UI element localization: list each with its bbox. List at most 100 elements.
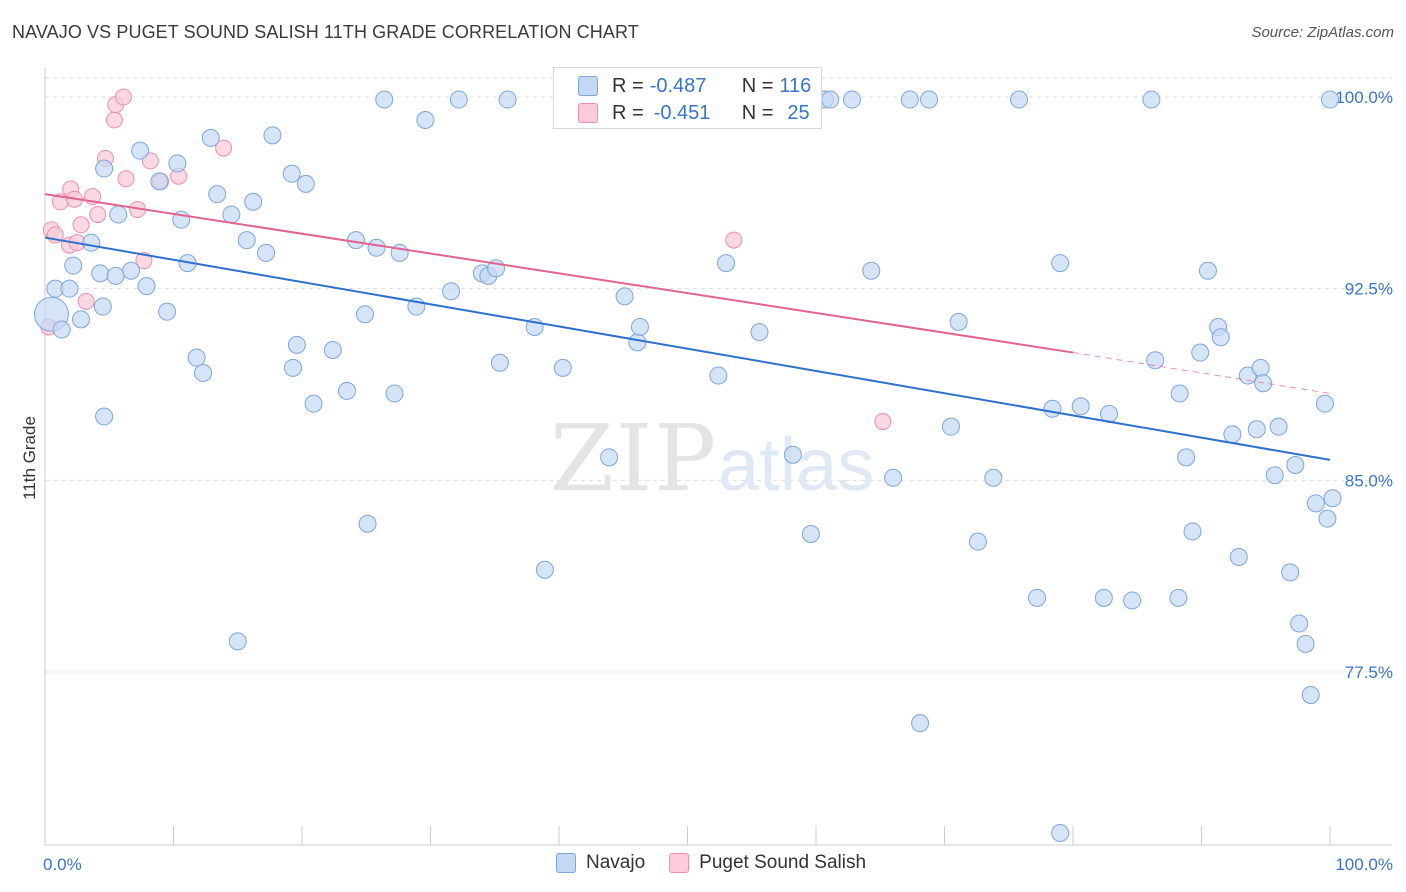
navajo-point[interactable] (282, 164, 301, 183)
navajo-point[interactable] (346, 231, 365, 250)
navajo-point[interactable] (750, 323, 769, 342)
navajo-point[interactable] (984, 468, 1003, 487)
navajo-point[interactable] (244, 192, 263, 211)
navajo-point[interactable] (1094, 588, 1113, 607)
navajo-point[interactable] (208, 185, 227, 204)
navajo-point[interactable] (82, 233, 101, 252)
navajo-point[interactable] (1191, 343, 1210, 362)
navajo-point[interactable] (1229, 548, 1248, 566)
navajo-point[interactable] (900, 90, 919, 109)
navajo-point[interactable] (187, 348, 206, 367)
navajo-point[interactable] (801, 525, 820, 543)
navajo-point[interactable] (222, 205, 241, 224)
salish-point[interactable] (874, 413, 892, 431)
navajo-point[interactable] (920, 90, 939, 109)
navajo-point[interactable] (498, 90, 517, 109)
legend-item-puget-sound-salish[interactable]: Puget Sound Salish (669, 852, 866, 874)
navajo-point[interactable] (375, 90, 394, 109)
navajo-point[interactable] (1265, 466, 1284, 485)
navajo-point[interactable] (1323, 489, 1342, 508)
navajo-point[interactable] (1301, 686, 1320, 704)
navajo-point[interactable] (1198, 261, 1217, 280)
navajo-point[interactable] (304, 394, 323, 413)
navajo-point[interactable] (1290, 614, 1309, 633)
salish-point[interactable] (135, 252, 153, 270)
legend-item-navajo[interactable]: Navajo (556, 852, 645, 874)
navajo-point[interactable] (284, 358, 303, 377)
salish-point[interactable] (72, 216, 90, 234)
navajo-point[interactable] (1296, 634, 1315, 653)
salish-point[interactable] (215, 139, 233, 157)
navajo-point[interactable] (168, 154, 187, 173)
navajo-point[interactable] (95, 159, 114, 178)
navajo-point[interactable] (109, 205, 128, 224)
salish-point[interactable] (89, 206, 107, 224)
navajo-point[interactable] (1318, 509, 1337, 528)
salish-point[interactable] (105, 111, 123, 129)
navajo-point[interactable] (1071, 397, 1090, 416)
navajo-point[interactable] (158, 302, 177, 321)
navajo-point[interactable] (1123, 591, 1142, 610)
navajo-point[interactable] (949, 312, 968, 331)
navajo-point[interactable] (1177, 448, 1196, 467)
navajo-point[interactable] (93, 297, 112, 316)
navajo-point[interactable] (137, 277, 156, 296)
navajo-point[interactable] (385, 384, 404, 403)
navajo-point[interactable] (1286, 456, 1305, 474)
navajo-point[interactable] (1269, 417, 1288, 436)
navajo-point[interactable] (442, 282, 461, 301)
navajo-point[interactable] (416, 111, 435, 129)
navajo-point[interactable] (201, 128, 220, 147)
navajo-point[interactable] (1281, 563, 1300, 582)
navajo-point[interactable] (95, 407, 114, 426)
navajo-point[interactable] (237, 231, 256, 250)
navajo-point[interactable] (71, 310, 90, 329)
navajo-point[interactable] (131, 141, 150, 160)
navajo-point[interactable] (1183, 522, 1202, 541)
navajo-point[interactable] (911, 714, 930, 733)
navajo-point[interactable] (323, 341, 342, 359)
navajo-point[interactable] (717, 254, 736, 273)
navajo-point[interactable] (64, 256, 83, 275)
navajo-point[interactable] (941, 417, 960, 436)
navajo-point[interactable] (449, 90, 468, 109)
navajo-point[interactable] (287, 335, 306, 354)
navajo-point[interactable] (968, 532, 987, 551)
navajo-point[interactable] (535, 560, 554, 579)
navajo-point[interactable] (106, 266, 125, 285)
navajo-point[interactable] (1043, 399, 1062, 418)
navajo-point[interactable] (337, 381, 356, 400)
navajo-point[interactable] (1247, 420, 1266, 439)
navajo-point[interactable] (1169, 588, 1188, 607)
navajo-point[interactable] (1223, 425, 1242, 444)
navajo-point[interactable] (884, 468, 903, 487)
navajo-point[interactable] (709, 366, 728, 385)
navajo-point[interactable] (1211, 328, 1230, 347)
navajo-point[interactable] (355, 305, 374, 324)
navajo-point[interactable] (150, 172, 169, 191)
navajo-point[interactable] (783, 445, 802, 464)
navajo-point[interactable] (1315, 394, 1334, 413)
navajo-point[interactable] (821, 90, 840, 109)
navajo-point[interactable] (52, 320, 71, 339)
navajo-point[interactable] (600, 448, 619, 467)
salish-point[interactable] (725, 231, 743, 249)
navajo-point[interactable] (1142, 90, 1161, 109)
salish-point[interactable] (77, 292, 95, 310)
navajo-point[interactable] (91, 264, 110, 283)
navajo-point[interactable] (194, 364, 213, 382)
navajo-point[interactable] (615, 287, 634, 306)
navajo-point[interactable] (1028, 588, 1047, 607)
navajo-point[interactable] (257, 243, 276, 262)
navajo-point[interactable] (1251, 358, 1270, 377)
navajo-point[interactable] (367, 238, 386, 257)
navajo-point[interactable] (296, 174, 315, 193)
salish-point[interactable] (114, 88, 132, 106)
navajo-point[interactable] (122, 261, 141, 280)
navajo-point[interactable] (1321, 90, 1339, 109)
navajo-point[interactable] (1170, 384, 1189, 403)
salish-point[interactable] (117, 170, 135, 188)
navajo-point[interactable] (1306, 494, 1325, 513)
navajo-point[interactable] (60, 279, 79, 298)
navajo-point[interactable] (358, 514, 377, 533)
